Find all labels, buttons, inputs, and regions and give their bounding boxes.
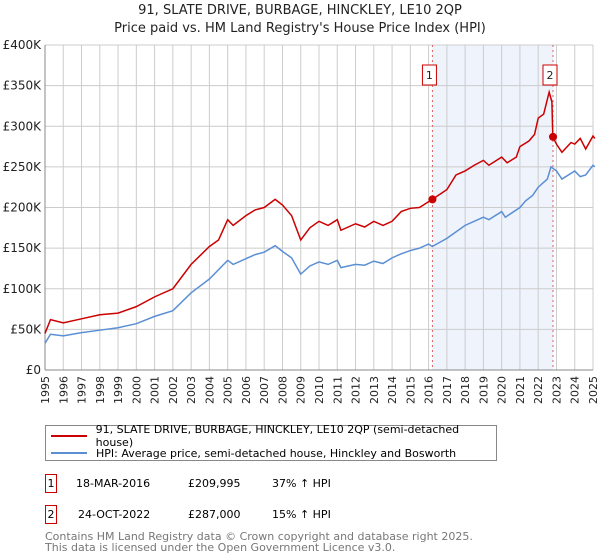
x-tick-label: 2008 [276,376,289,404]
x-tick-label: 1998 [94,376,107,404]
sale-label: 2 [546,69,553,82]
y-tick-label: £100K [3,282,43,296]
sale-hpi: 37% ↑ HPI [272,477,331,490]
x-tick-label: 2017 [441,376,454,404]
chart-title: 91, SLATE DRIVE, BURBAGE, HINCKLEY, LE10… [138,3,462,18]
sale-price: £209,995 [188,477,241,490]
x-tick-label: 2009 [295,376,308,404]
y-tick-label: £400K [3,38,43,52]
x-tick-label: 2020 [496,376,509,404]
sale-date: 24-OCT-2022 [78,508,151,521]
x-tick-label: 2006 [240,376,253,404]
x-tick-label: 2012 [350,376,363,404]
x-tick-label: 1997 [76,376,89,404]
x-tick-label: 2024 [569,376,582,404]
legend-item-property: 91, SLATE DRIVE, BURBAGE, HINCKLEY, LE10… [51,423,496,449]
plot-area: 1995 1996 1997 1998 1999 2000 2001 2002 2003 2004… [3,38,600,404]
legend-swatch [51,435,87,437]
sale-row-2: 2 24-OCT-2022 £287,000 15% ↑ HPI [45,505,445,525]
legend-label: 91, SLATE DRIVE, BURBAGE, HINCKLEY, LE10… [95,423,460,449]
x-tick-label: 2005 [222,376,235,404]
x-tick-label: 1999 [112,376,125,404]
x-tick-label: 1995 [39,376,52,404]
sale-badge: 1 [45,474,57,493]
y-tick-label: £150K [3,241,43,255]
x-tick-label: 2011 [331,376,344,404]
sale-label-box [421,64,437,86]
sale-badge: 2 [45,505,57,524]
y-tick-label: £250K [3,160,43,174]
series-line [44,89,596,334]
x-tick-label: 2007 [258,376,271,404]
x-tick-label: 2025 [587,376,600,404]
x-tick-label: 2014 [386,376,399,404]
sale-label: 1 [426,69,433,82]
sale-hpi: 15% ↑ HPI [272,508,331,521]
x-tick-label: 2023 [550,376,563,404]
legend-label: HPI: Average price, semi-detached house,… [96,446,457,460]
x-tick-label: 2021 [514,376,527,404]
x-tick-label: 2016 [423,376,436,404]
footer-line-2: This data is licensed under the Open Gov… [45,541,396,554]
sale-row-1: 1 18-MAR-2016 £209,995 37% ↑ HPI [45,474,445,494]
x-tick-label: 2003 [185,376,198,404]
sale-label-box [542,64,558,86]
series-line [44,164,596,344]
x-tick-label: 2004 [203,376,216,404]
footer: Contains HM Land Registry data © Crown c… [45,531,473,553]
x-tick-label: 2013 [368,376,381,404]
sale-date: 18-MAR-2016 [76,477,151,490]
y-tick-label: £300K [3,119,43,133]
legend-swatch [51,452,87,454]
footer-line-1: Contains HM Land Registry data © Crown c… [45,530,473,543]
y-tick-label: £0 [26,363,41,377]
y-tick-label: £350K [3,79,43,93]
sale-price: £287,000 [188,508,241,521]
x-tick-label: 2001 [149,376,162,404]
sale-point [548,132,557,141]
x-tick-label: 2010 [313,376,326,404]
legend-item-hpi: HPI: Average price, semi-detached house,… [51,445,456,461]
legend: 91, SLATE DRIVE, BURBAGE, HINCKLEY, LE10… [45,423,497,461]
sale-point [428,195,437,204]
y-tick-label: £200K [3,201,43,215]
x-tick-label: 2019 [477,376,490,404]
x-tick-label: 2018 [459,376,472,404]
x-tick-label: 1996 [57,376,70,404]
chart-subtitle: Price paid vs. HM Land Registry's House … [114,21,486,36]
y-tick-label: £50K [10,322,42,336]
x-tick-label: 2000 [130,376,143,404]
x-tick-label: 2022 [532,376,545,404]
x-tick-label: 2015 [404,376,417,404]
x-tick-label: 2002 [167,376,180,404]
